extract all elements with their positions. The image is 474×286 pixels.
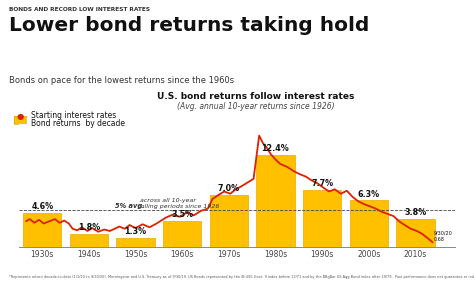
- Text: 12.4%: 12.4%: [262, 144, 289, 153]
- Text: 3.8%: 3.8%: [404, 208, 427, 217]
- Text: across all 10-year
rolling periods since 1926: across all 10-year rolling periods since…: [138, 198, 219, 209]
- Text: 3.5%: 3.5%: [171, 210, 193, 219]
- Text: 6.3%: 6.3%: [358, 190, 380, 198]
- Text: U.S. bond returns follow interest rates: U.S. bond returns follow interest rates: [157, 92, 355, 100]
- Text: Bond returns  by decade: Bond returns by decade: [31, 119, 125, 128]
- Text: Bonds on pace for the lowest returns since the 1960s: Bonds on pace for the lowest returns sin…: [9, 76, 235, 85]
- Text: *Represents return decade-to-date (1/1/10 to 9/30/20). Morningstar and U.S. Trea: *Represents return decade-to-date (1/1/1…: [9, 275, 474, 279]
- Bar: [117, 238, 155, 247]
- Bar: [70, 234, 108, 247]
- Text: 4.6%: 4.6%: [31, 202, 54, 211]
- Text: 7.7%: 7.7%: [311, 179, 333, 188]
- Text: (Avg. annual 10-year returns since 1926): (Avg. annual 10-year returns since 1926): [177, 102, 335, 110]
- Bar: [163, 221, 201, 247]
- Text: BONDS AND RECORD LOW INTEREST RATES: BONDS AND RECORD LOW INTEREST RATES: [9, 7, 150, 12]
- Text: 1.8%: 1.8%: [78, 223, 100, 232]
- Text: 1.3%: 1.3%: [125, 227, 146, 236]
- Bar: [23, 213, 62, 247]
- Text: Lower bond returns taking hold: Lower bond returns taking hold: [9, 16, 370, 35]
- Bar: [350, 200, 388, 247]
- Text: 5% avg.: 5% avg.: [115, 203, 144, 209]
- Bar: [256, 155, 295, 247]
- Text: 7.0%: 7.0%: [218, 184, 240, 193]
- Bar: [396, 219, 435, 247]
- Text: 9/30/20
0.68: 9/30/20 0.68: [434, 231, 453, 242]
- Bar: [303, 190, 341, 247]
- Text: ●: ●: [17, 112, 24, 120]
- Bar: [210, 195, 248, 247]
- Text: Starting interest rates: Starting interest rates: [31, 111, 116, 120]
